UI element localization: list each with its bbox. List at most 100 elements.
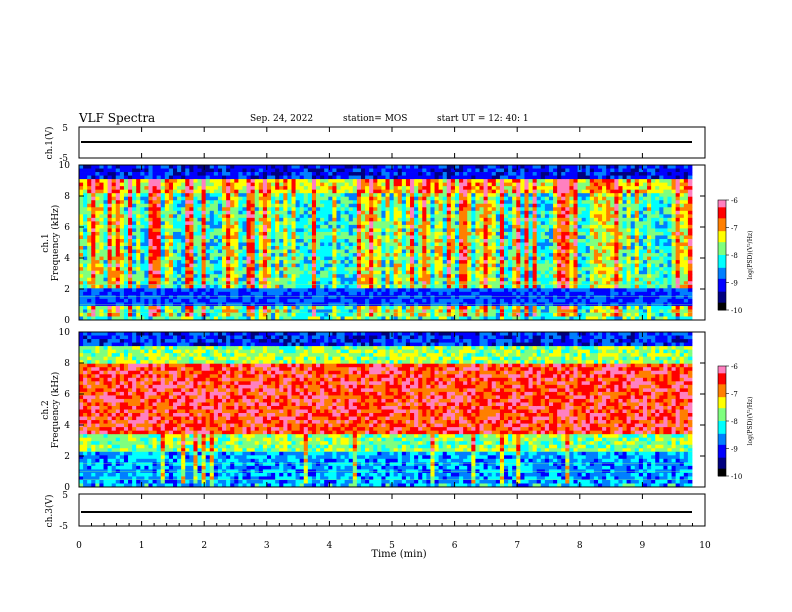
spectrogram-cell	[119, 263, 125, 268]
spectrogram-cell	[344, 249, 350, 254]
spectrogram-cell	[499, 305, 505, 310]
spectrogram-cell	[91, 179, 96, 184]
spectrogram-cell	[332, 235, 337, 240]
spectrogram-cell	[91, 281, 96, 286]
spectrogram-cell	[426, 196, 431, 201]
spectrogram-cell	[119, 298, 125, 303]
spectrogram-cell	[495, 305, 501, 310]
spectrogram-cell	[365, 175, 370, 180]
spectrogram-cell	[205, 235, 211, 240]
spectrogram-cell	[160, 288, 166, 293]
spectrogram-cell	[479, 196, 484, 201]
spectrogram-cell	[491, 214, 497, 219]
spectrogram-cell	[397, 277, 403, 282]
spectrogram-cell	[377, 210, 382, 215]
spectrogram-cell	[201, 309, 207, 314]
spectrogram-cell	[459, 298, 464, 303]
spectrogram-cell	[128, 182, 133, 187]
spectrogram-cell	[95, 288, 100, 293]
spectrogram-cell	[520, 263, 525, 268]
spectrogram-cell	[238, 277, 243, 282]
spectrogram-cell	[389, 295, 395, 300]
spectrogram-cell	[262, 189, 268, 194]
spectrogram-cell	[483, 172, 489, 176]
spectrogram-cell	[524, 274, 529, 279]
spectrogram-cell	[283, 284, 288, 289]
spectrogram-cell	[205, 249, 211, 254]
spectrogram-cell	[316, 172, 321, 176]
spectrogram-cell	[177, 165, 182, 169]
spectrogram-cell	[168, 270, 174, 275]
spectrogram-cell	[414, 274, 419, 279]
spectrogram-cell	[193, 221, 198, 226]
spectrogram-cell	[189, 235, 194, 240]
spectrogram-cell	[377, 260, 382, 265]
spectrogram-cell	[144, 305, 149, 310]
spectrogram-cell	[99, 281, 104, 286]
spectrogram-cell	[291, 207, 296, 212]
spectrogram-cell	[156, 165, 162, 169]
spectrogram-cell	[508, 298, 513, 303]
spectrogram-cell	[401, 295, 407, 300]
spectrogram-cell	[185, 249, 190, 254]
spectrogram-cell	[352, 207, 358, 212]
spectrogram-cell	[172, 238, 178, 243]
spectrogram-cell	[222, 217, 227, 222]
spectrogram-cell	[316, 291, 321, 296]
spectrogram-cell	[532, 224, 538, 229]
spectrogram-cell	[356, 224, 362, 229]
spectrogram-cell	[422, 214, 427, 219]
spectrogram-cell	[123, 165, 129, 169]
spectrogram-cell	[459, 189, 464, 194]
spectrogram-cell	[177, 249, 182, 254]
spectrogram-cell	[352, 270, 358, 275]
spectrogram-cell	[213, 217, 219, 222]
spectrogram-cell	[401, 249, 407, 254]
spectrogram-cell	[467, 249, 472, 254]
spectrogram-cell	[303, 263, 309, 268]
spectrogram-cell	[311, 249, 317, 254]
spectrogram-cell	[209, 263, 215, 268]
spectrogram-cell	[487, 196, 493, 201]
spectrogram-cell	[442, 238, 448, 243]
spectrogram-cell	[320, 172, 325, 176]
spectrogram-cell	[495, 267, 501, 272]
spectrogram-cell	[504, 168, 509, 173]
spectrogram-cell	[271, 175, 276, 180]
spectrogram-cell	[156, 256, 162, 261]
spectrogram-cell	[144, 270, 149, 275]
spectrogram-cell	[152, 263, 158, 268]
spectrogram-cell	[471, 193, 476, 198]
spectrogram-cell	[144, 196, 149, 201]
spectrogram-cell	[393, 267, 399, 272]
spectrogram-cell	[410, 186, 415, 191]
spectrogram-cell	[324, 217, 329, 222]
spectrogram-cell	[266, 200, 272, 205]
spectrogram-cell	[83, 267, 88, 272]
spectrogram-cell	[160, 228, 166, 233]
spectrogram-cell	[373, 224, 378, 229]
spectrogram-cell	[381, 224, 386, 229]
spectrogram-cell	[123, 179, 129, 184]
spectrogram-cell	[373, 284, 378, 289]
spectrogram-cell	[450, 249, 456, 254]
spectrogram-cell	[540, 193, 546, 198]
spectrogram-cell	[307, 238, 313, 243]
spectrogram-cell	[148, 270, 153, 275]
spectrogram-cell	[536, 277, 542, 282]
spectrogram-cell	[238, 214, 243, 219]
spectrogram-cell	[471, 182, 476, 187]
spectrogram-cell	[397, 200, 403, 205]
spectrogram-cell	[136, 228, 141, 233]
spectrogram-cell	[103, 214, 109, 219]
spectrogram-cell	[446, 260, 452, 265]
spectrogram-cell	[242, 291, 247, 296]
spectrogram-cell	[475, 267, 480, 272]
spectrogram-cell	[360, 203, 366, 208]
spectrogram-cell	[536, 263, 542, 268]
spectrogram-cell	[185, 291, 190, 296]
spectrogram-cell	[438, 270, 444, 275]
spectrogram-cell	[136, 288, 141, 293]
spectrogram-cell	[152, 309, 158, 314]
spectrogram-cell	[471, 267, 476, 272]
